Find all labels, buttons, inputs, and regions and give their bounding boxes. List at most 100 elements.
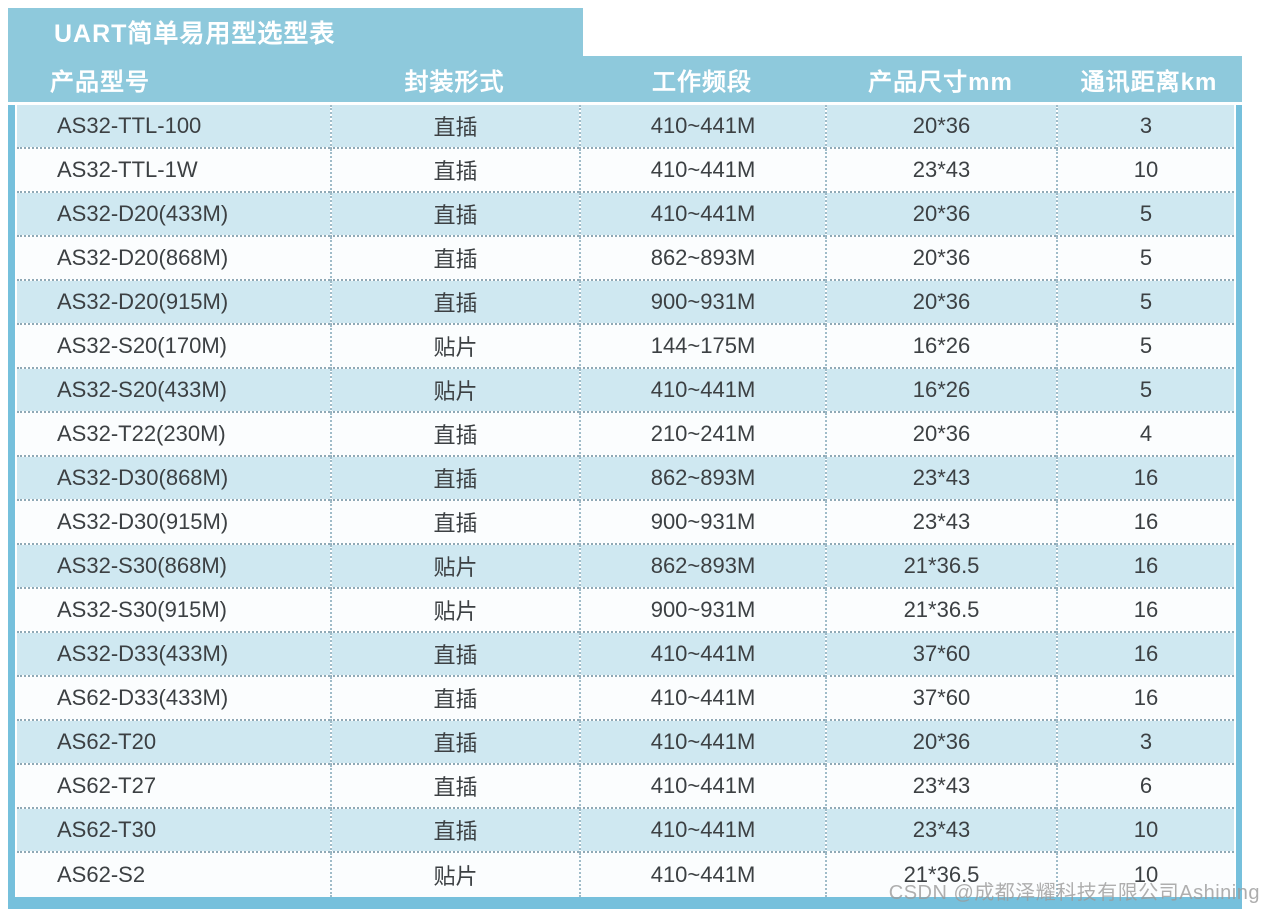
cell-product-model: AS32-D30(868M) [17,457,330,501]
cell-frequency-band: 410~441M [579,633,825,677]
cell-package-type: 直插 [330,501,579,545]
table-row: AS32-S30(868M) 贴片 862~893M 21*36.5 16 [17,545,1234,589]
table-row: AS32-D33(433M) 直插 410~441M 37*60 16 [17,633,1234,677]
cell-package-type: 直插 [330,721,579,765]
cell-product-size: 21*36.5 [825,853,1056,897]
cell-product-size: 21*36.5 [825,545,1056,589]
cell-product-size: 20*36 [825,281,1056,325]
cell-package-type: 直插 [330,281,579,325]
cell-product-model: AS62-T27 [17,765,330,809]
cell-comm-distance: 5 [1056,237,1234,281]
cell-comm-distance: 16 [1056,545,1234,589]
column-header-0: 产品型号 [50,68,150,96]
cell-frequency-band: 410~441M [579,853,825,897]
column-header-2: 工作频段 [652,68,752,96]
cell-package-type: 贴片 [330,369,579,413]
cell-comm-distance: 10 [1056,853,1234,897]
cell-comm-distance: 5 [1056,281,1234,325]
cell-comm-distance: 3 [1056,105,1234,149]
table-body: AS32-TTL-100 直插 410~441M 20*36 3 AS32-TTL-1W 直… [17,105,1234,897]
cell-product-size: 23*43 [825,149,1056,193]
cell-frequency-band: 410~441M [579,809,825,853]
cell-product-model: AS32-D20(915M) [17,281,330,325]
cell-frequency-band: 144~175M [579,325,825,369]
cell-product-size: 23*43 [825,501,1056,545]
cell-comm-distance: 3 [1056,721,1234,765]
cell-product-model: AS32-D30(915M) [17,501,330,545]
cell-package-type: 直插 [330,633,579,677]
cell-product-size: 20*36 [825,105,1056,149]
cell-product-model: AS32-S20(433M) [17,369,330,413]
cell-frequency-band: 410~441M [579,149,825,193]
cell-product-size: 16*26 [825,325,1056,369]
cell-frequency-band: 210~241M [579,413,825,457]
cell-comm-distance: 10 [1056,809,1234,853]
cell-product-model: AS62-D33(433M) [17,677,330,721]
cell-product-model: AS32-T22(230M) [17,413,330,457]
table-row: AS62-D33(433M) 直插 410~441M 37*60 16 [17,677,1234,721]
cell-product-model: AS32-D20(433M) [17,193,330,237]
page-title: UART简单易用型选型表 [54,20,336,48]
table-row: AS32-D20(868M) 直插 862~893M 20*36 5 [17,237,1234,281]
cell-comm-distance: 4 [1056,413,1234,457]
cell-product-size: 16*26 [825,369,1056,413]
table-row: AS32-T22(230M) 直插 210~241M 20*36 4 [17,413,1234,457]
column-header-4: 通讯距离km [1080,68,1218,96]
table-row: AS32-D30(915M) 直插 900~931M 23*43 16 [17,501,1234,545]
table-row: AS62-T27 直插 410~441M 23*43 6 [17,765,1234,809]
cell-product-model: AS32-TTL-1W [17,149,330,193]
cell-product-size: 20*36 [825,237,1056,281]
cell-product-model: AS32-S30(915M) [17,589,330,633]
cell-comm-distance: 5 [1056,193,1234,237]
table-row: AS32-TTL-100 直插 410~441M 20*36 3 [17,105,1234,149]
header-row: 产品型号 封装形式 工作频段 产品尺寸mm 通讯距离km [8,56,1242,105]
cell-frequency-band: 410~441M [579,721,825,765]
table-row: AS32-S30(915M) 贴片 900~931M 21*36.5 16 [17,589,1234,633]
cell-comm-distance: 16 [1056,501,1234,545]
table-title-tab: UART简单易用型选型表 [8,8,583,56]
cell-package-type: 贴片 [330,853,579,897]
cell-package-type: 直插 [330,809,579,853]
uart-selection-table: UART简单易用型选型表 产品型号 封装形式 工作频段 产品尺寸mm 通讯距离km AS… [8,8,1242,909]
cell-product-model: AS32-D20(868M) [17,237,330,281]
cell-product-model: AS32-D33(433M) [17,633,330,677]
cell-product-size: 23*43 [825,765,1056,809]
table-row: AS32-D20(433M) 直插 410~441M 20*36 5 [17,193,1234,237]
cell-package-type: 直插 [330,193,579,237]
cell-product-model: AS62-T20 [17,721,330,765]
table-frame: AS32-TTL-100 直插 410~441M 20*36 3 AS32-TTL-1W 直… [8,105,1242,909]
table-row: AS32-D30(868M) 直插 862~893M 23*43 16 [17,457,1234,501]
table-row: AS62-T20 直插 410~441M 20*36 3 [17,721,1234,765]
column-header-1: 封装形式 [404,68,505,96]
cell-product-model: AS32-S30(868M) [17,545,330,589]
cell-comm-distance: 16 [1056,589,1234,633]
cell-package-type: 直插 [330,149,579,193]
cell-frequency-band: 862~893M [579,457,825,501]
cell-frequency-band: 410~441M [579,193,825,237]
cell-package-type: 直插 [330,765,579,809]
cell-product-size: 20*36 [825,193,1056,237]
table-row: AS32-S20(170M) 贴片 144~175M 16*26 5 [17,325,1234,369]
cell-frequency-band: 410~441M [579,369,825,413]
cell-frequency-band: 900~931M [579,589,825,633]
table-row: AS32-TTL-1W 直插 410~441M 23*43 10 [17,149,1234,193]
cell-package-type: 直插 [330,413,579,457]
cell-comm-distance: 5 [1056,369,1234,413]
cell-product-size: 20*36 [825,721,1056,765]
table-row: AS62-S2 贴片 410~441M 21*36.5 10 [17,853,1234,897]
table-row: AS32-D20(915M) 直插 900~931M 20*36 5 [17,281,1234,325]
cell-package-type: 直插 [330,677,579,721]
cell-frequency-band: 410~441M [579,105,825,149]
cell-product-size: 23*43 [825,809,1056,853]
cell-product-model: AS62-T30 [17,809,330,853]
cell-frequency-band: 862~893M [579,237,825,281]
cell-product-model: AS32-TTL-100 [17,105,330,149]
cell-frequency-band: 900~931M [579,501,825,545]
cell-comm-distance: 16 [1056,677,1234,721]
cell-product-size: 21*36.5 [825,589,1056,633]
cell-comm-distance: 16 [1056,457,1234,501]
cell-comm-distance: 5 [1056,325,1234,369]
cell-product-model: AS62-S2 [17,853,330,897]
cell-frequency-band: 900~931M [579,281,825,325]
column-header-3: 产品尺寸mm [868,68,1013,96]
